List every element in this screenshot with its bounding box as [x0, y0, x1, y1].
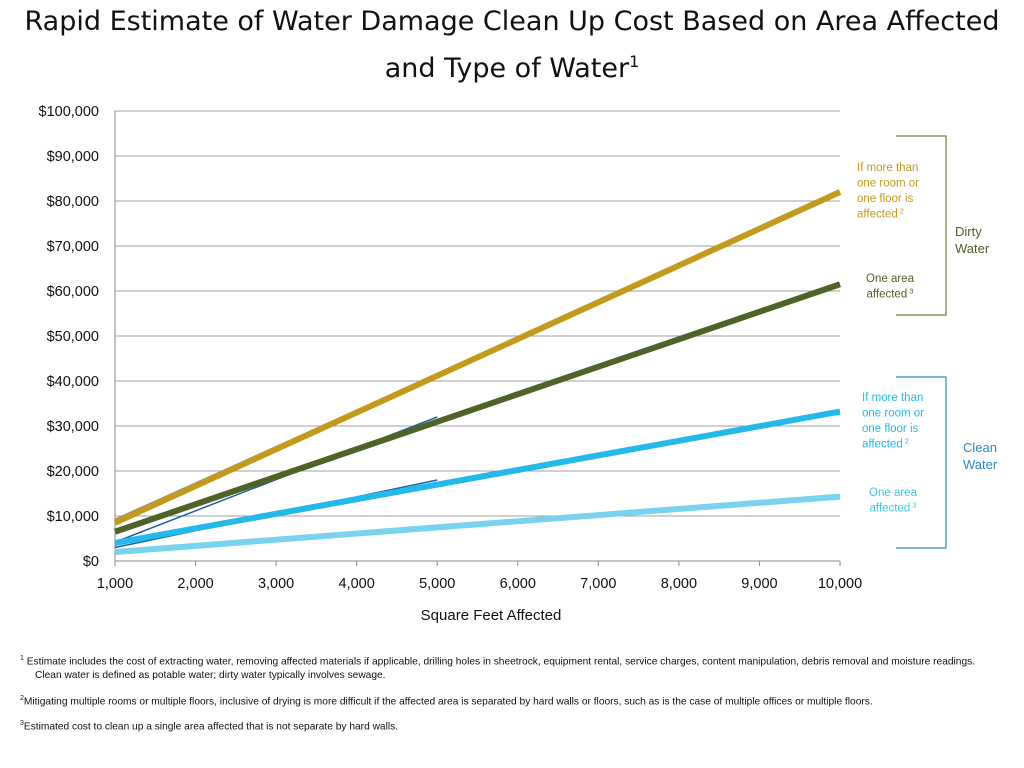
annotation-clean-single-line: affected 3 [870, 501, 917, 515]
annotation-clean-single: One area affected 3 [869, 487, 918, 515]
footnote-1-mark: 1 [20, 655, 24, 662]
annotations: If more than one room or one floor is affec… [857, 135, 998, 549]
footnote-2-text: Mitigating multiple rooms or multiple fl… [23, 696, 873, 708]
chart-title-footnote-mark: 1 [629, 52, 640, 71]
footnote-2-mark: 2 [20, 695, 24, 702]
annotation-dirty-multi-footnote-mark: 2 [898, 207, 904, 216]
series-line [114, 493, 841, 555]
annotation-dirty-single-footnote-mark: 3 [907, 287, 913, 296]
dirty-water-bracket [896, 135, 947, 316]
x-tick-label: 6,000 [500, 576, 536, 592]
y-tick-label: $100,000 [39, 104, 99, 120]
y-axis-tick-labels: $0 $10,000 $20,000 $30,000 $40,000 $50,000 $60… [39, 104, 99, 570]
x-tick-label: 10,000 [818, 576, 862, 592]
x-tick-label: 8,000 [661, 576, 697, 592]
y-tick-label: $10,000 [47, 509, 99, 525]
y-tick-label: $80,000 [47, 194, 99, 210]
annotation-dirty-single: One area affected 3 [866, 273, 915, 301]
gridlines [114, 110, 841, 566]
annotation-clean-multi: If more than one room or one floor is affec… [862, 392, 924, 451]
group-label-clean-water-line: Water [963, 457, 998, 472]
annotation-dirty-multi-line: affected 2 [857, 207, 904, 221]
x-axis-tick-labels: 1,000 2,000 3,000 4,000 5,000 6,000 7,000 8,000… [97, 576, 862, 592]
footnote-3-text: Estimated cost to clean up a single area… [23, 721, 399, 733]
annotation-dirty-multi-line: If more than [857, 162, 918, 174]
x-tick-label: 9,000 [741, 576, 777, 592]
annotation-clean-multi-line: If more than [862, 392, 923, 404]
clean-water-bracket [896, 376, 947, 549]
footnote-3-mark: 3 [20, 720, 24, 727]
y-tick-label: $20,000 [47, 464, 99, 480]
y-tick-label: $90,000 [47, 149, 99, 165]
footnote-3: 3Estimated cost to clean up a single are… [20, 717, 398, 734]
x-axis-label: Square Feet Affected [421, 607, 562, 624]
y-tick-label: $50,000 [47, 329, 99, 345]
chart-title-text: Rapid Estimate of Water Damage Clean Up … [24, 6, 1000, 84]
group-label-clean-water: Clean Water [963, 440, 998, 472]
x-tick-label: 4,000 [339, 576, 375, 592]
group-label-dirty-water-line: Dirty [955, 224, 982, 239]
footnote-2: 2Mitigating multiple rooms or multiple f… [20, 692, 873, 709]
series-line [114, 408, 841, 546]
annotation-dirty-multi-line: one room or [857, 178, 919, 190]
annotation-dirty-multi: If more than one room or one floor is affec… [857, 162, 919, 221]
annotation-clean-multi-footnote-mark: 2 [903, 437, 909, 446]
y-tick-label: $30,000 [47, 419, 99, 435]
y-tick-label: $40,000 [47, 374, 99, 390]
y-tick-label: $0 [83, 554, 99, 570]
annotation-clean-single-footnote-mark: 3 [910, 501, 916, 510]
x-tick-label: 2,000 [177, 576, 213, 592]
footnote-1-line-2: Clean water is defined as potable water;… [35, 670, 386, 682]
line-chart: $0 $10,000 $20,000 $30,000 $40,000 $50,000 $60… [39, 104, 998, 624]
series-lines [113, 189, 842, 555]
group-label-dirty-water-line: Water [955, 241, 990, 256]
footnote-1: 1 Estimate includes the cost of extracti… [20, 652, 975, 683]
annotation-clean-multi-line: one room or [862, 408, 924, 420]
annotation-dirty-single-line: affected 3 [867, 287, 914, 301]
chart-title: Rapid Estimate of Water Damage Clean Up … [0, 2, 1024, 89]
group-label-dirty-water: Dirty Water [955, 224, 990, 256]
annotation-dirty-single-line: One area [866, 273, 915, 285]
group-label-clean-water-line: Clean [963, 440, 997, 455]
x-tick-label: 7,000 [580, 576, 616, 592]
annotation-dirty-multi-line: one floor is [857, 193, 914, 205]
annotation-clean-multi-line: affected 2 [862, 437, 909, 451]
y-tick-label: $70,000 [47, 239, 99, 255]
annotation-clean-multi-line: one floor is [862, 423, 919, 435]
x-tick-label: 5,000 [419, 576, 455, 592]
x-tick-label: 1,000 [97, 576, 133, 592]
series-line [114, 281, 841, 535]
y-tick-label: $60,000 [47, 284, 99, 300]
annotation-clean-single-line: One area [869, 487, 918, 499]
series-line [113, 189, 842, 526]
x-tick-label: 3,000 [258, 576, 294, 592]
footnote-1-line-1: Estimate includes the cost of extracting… [23, 656, 976, 668]
